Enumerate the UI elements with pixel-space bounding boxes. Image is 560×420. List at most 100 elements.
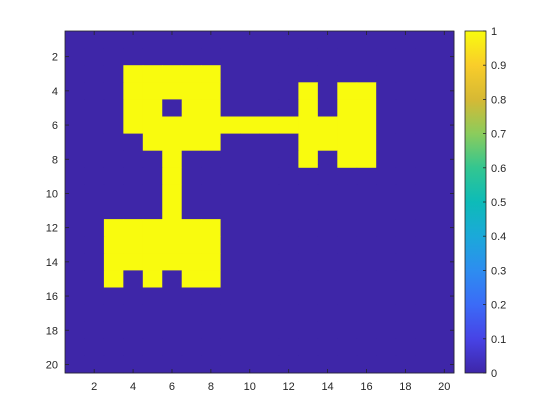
heatmap-cell [434, 31, 455, 49]
heatmap-cell [415, 133, 435, 152]
heatmap-cell [259, 116, 280, 134]
heatmap-cell [278, 48, 299, 66]
heatmap-cell [220, 48, 241, 66]
heatmap-cell [240, 355, 260, 374]
colorbar-tick-label: 0.8 [491, 94, 506, 106]
heatmap-cell [181, 321, 202, 340]
heatmap-cell [298, 167, 319, 186]
heatmap-cell [376, 355, 397, 374]
colorbar-tick-label: 0.6 [491, 163, 506, 175]
heatmap-cell [337, 116, 358, 134]
heatmap-cell [201, 321, 221, 340]
heatmap-cell [298, 82, 319, 100]
heatmap-cell [376, 304, 397, 323]
heatmap-cell [142, 219, 163, 237]
heatmap-cell [298, 219, 319, 237]
colorbar-tick-label: 0 [491, 368, 497, 380]
heatmap-cell [278, 304, 299, 323]
heatmap-cell [123, 253, 144, 271]
heatmap-cell [395, 253, 416, 271]
heatmap-cell [356, 65, 377, 83]
heatmap-cell [103, 253, 124, 271]
heatmap-cell [162, 219, 183, 237]
heatmap-cell [298, 270, 319, 288]
heatmap-cell [65, 270, 85, 288]
heatmap-cell [142, 31, 163, 49]
heatmap-cell [298, 99, 319, 117]
heatmap-cell [376, 184, 397, 203]
heatmap-cell [337, 65, 358, 83]
heatmap-cell [162, 236, 183, 254]
heatmap-cell [376, 253, 397, 271]
heatmap-cell [434, 202, 455, 220]
heatmap-cell [142, 253, 163, 271]
y-tick-label: 10 [46, 188, 58, 200]
heatmap-cell [162, 65, 183, 83]
heatmap-cell [220, 355, 241, 374]
heatmap-cell [142, 304, 163, 323]
heatmap-cell [201, 236, 221, 254]
heatmap-cell [65, 31, 85, 49]
heatmap-cell [259, 167, 280, 186]
heatmap-cell [395, 133, 416, 152]
plot-frame [64, 30, 455, 374]
heatmap-cell [220, 65, 241, 83]
heatmap-cell [298, 133, 319, 152]
heatmap-cell [278, 253, 299, 271]
heatmap-cell [337, 184, 358, 203]
heatmap-cell [201, 338, 221, 357]
heatmap-cell [337, 219, 358, 237]
heatmap-cell [317, 355, 338, 374]
heatmap-cell [142, 116, 163, 134]
heatmap-cell [259, 304, 280, 323]
heatmap-cell [123, 133, 144, 152]
heatmap-cell [220, 31, 241, 49]
heatmap-cell [240, 133, 260, 152]
heatmap-cell [317, 304, 338, 323]
heatmap-cell [84, 253, 105, 271]
heatmap-cell [356, 31, 377, 49]
heatmap-cell [298, 65, 319, 83]
heatmap-cell [317, 202, 338, 220]
heatmap-cell [259, 202, 280, 220]
heatmap-cell [142, 150, 163, 169]
heatmap-cell [65, 99, 85, 117]
y-tick-label: 4 [52, 86, 58, 98]
heatmap-cell [123, 31, 144, 49]
heatmap-cell [103, 65, 124, 83]
heatmap-cell [201, 202, 221, 220]
heatmap-cell [142, 82, 163, 100]
heatmap-cell [220, 236, 241, 254]
heatmap-cell [376, 99, 397, 117]
heatmap-cell [298, 48, 319, 66]
heatmap-cell [356, 150, 377, 169]
heatmap-cell [415, 65, 435, 83]
heatmap-cell [434, 355, 455, 374]
heatmap-cell [298, 355, 319, 374]
heatmap-cell [376, 287, 397, 305]
heatmap-cell [181, 99, 202, 117]
x-tick-label: 16 [360, 381, 372, 393]
heatmap-cell [278, 236, 299, 254]
heatmap-cell [259, 355, 280, 374]
heatmap-cell [84, 338, 105, 357]
heatmap-cell [259, 321, 280, 340]
heatmap-cell [278, 133, 299, 152]
heatmap-cell [240, 184, 260, 203]
heatmap-cell [103, 219, 124, 237]
heatmap-cell [142, 355, 163, 374]
heatmap-cell [317, 236, 338, 254]
heatmap-cell [162, 184, 183, 203]
colorbar-ticks: 0 0.1 0.2 0.3 0.4 0.5 0.6 0.7 0.8 0.9 1 [483, 26, 506, 380]
heatmap-cell [434, 150, 455, 169]
heatmap-cell [103, 287, 124, 305]
heatmap-cell [123, 287, 144, 305]
heatmap-cell [162, 253, 183, 271]
x-axis: 2 4 6 8 10 12 14 16 18 20 [91, 31, 450, 393]
heatmap-cell [259, 253, 280, 271]
heatmap-cell [240, 253, 260, 271]
heatmap-cell [259, 133, 280, 152]
heatmap-cell [356, 133, 377, 152]
heatmap-cell [84, 150, 105, 169]
heatmap-cell [65, 116, 85, 134]
